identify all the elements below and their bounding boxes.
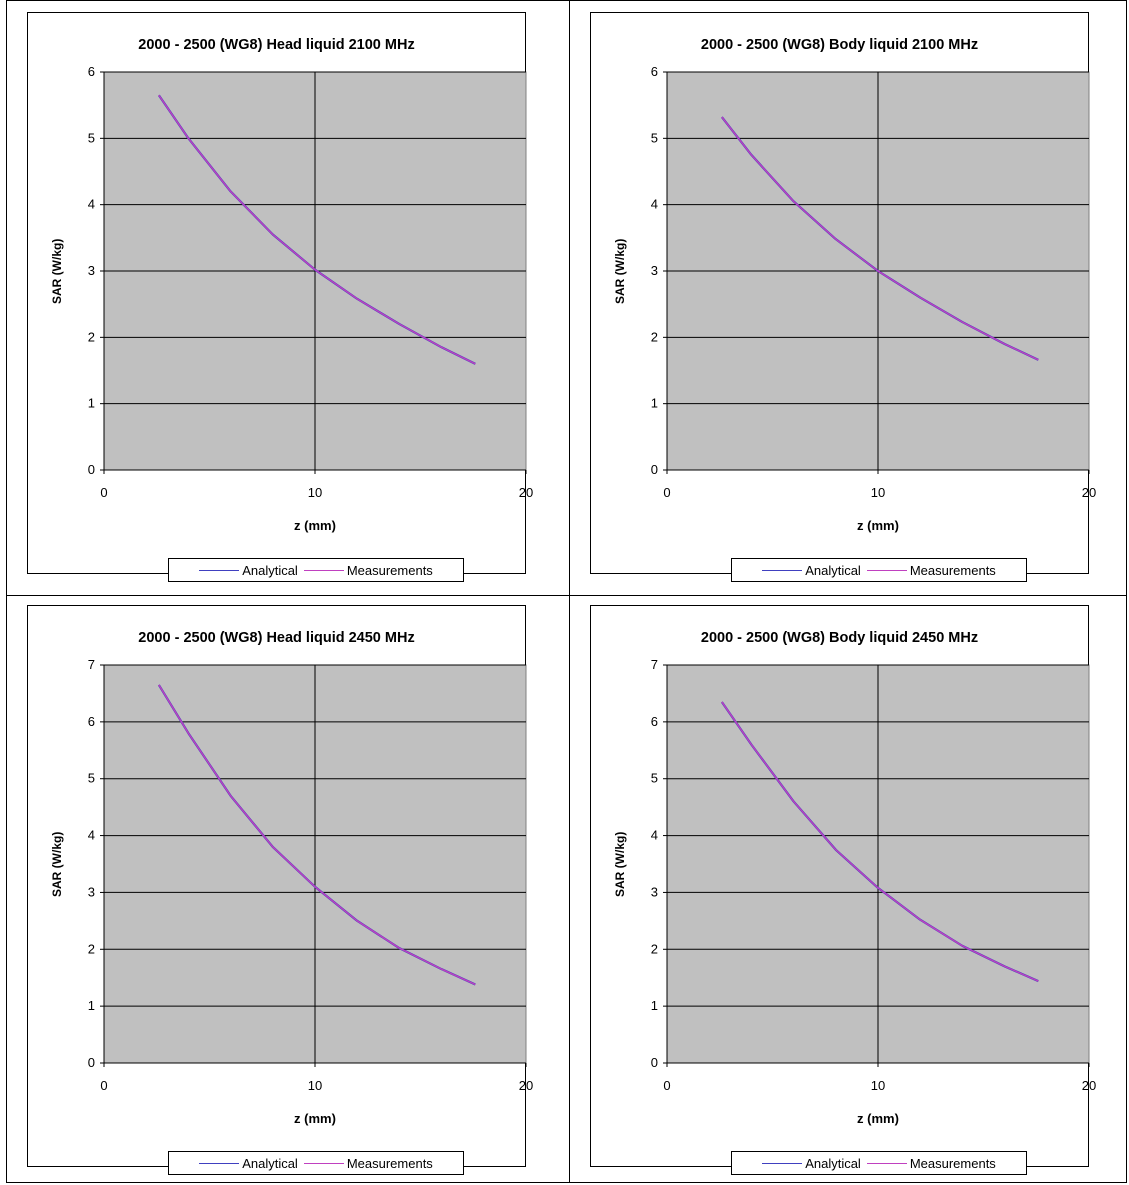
chart-title: 2000 - 2500 (WG8) Body liquid 2100 MHz [700, 37, 979, 53]
legend-swatch [303, 569, 344, 571]
y-tick-label: 0 [88, 1055, 95, 1070]
y-axis-label: SAR (W/kg) [613, 831, 627, 897]
y-tick-label: 0 [651, 462, 658, 477]
x-tick-label: 20 [1082, 485, 1096, 500]
legend-swatch [303, 1162, 344, 1164]
legend-swatch [762, 569, 803, 571]
legend-item: Measurements [303, 1155, 433, 1171]
x-tick-label: 0 [663, 1078, 670, 1093]
legend-swatch [199, 569, 240, 571]
legend-label: Analytical [805, 562, 861, 578]
chart-svg: 0 1 2 3 4 5 6 0 10 20 [651, 64, 1096, 500]
x-tick-label: 10 [308, 1078, 322, 1093]
y-axis-label: SAR (W/kg) [50, 238, 64, 304]
legend-label: Measurements [346, 562, 433, 578]
series-line-measurements [721, 116, 1039, 361]
x-axis-label: z (mm) [857, 1111, 899, 1126]
legend: Analytical Measurements [731, 558, 1027, 582]
y-tick-label: 7 [651, 657, 658, 672]
y-tick-label: 1 [88, 396, 95, 411]
x-tick-label: 10 [308, 485, 322, 500]
legend-item: Measurements [866, 1155, 996, 1171]
x-tick-label: 0 [663, 485, 670, 500]
y-tick-label: 4 [88, 828, 95, 843]
y-axis-label: SAR (W/kg) [50, 831, 64, 897]
legend-item: Analytical [199, 1156, 298, 1171]
legend-swatch [199, 1162, 240, 1164]
x-tick-label: 20 [1082, 1078, 1096, 1093]
legend-item: Analytical [762, 1156, 861, 1171]
y-tick-label: 5 [88, 130, 95, 145]
y-tick-label: 5 [88, 771, 95, 786]
chart-title: 2000 - 2500 (WG8) Head liquid 2450 MHz [138, 630, 415, 646]
y-axis-label: SAR (W/kg) [613, 238, 627, 304]
chart-svg: 0 1 2 3 4 5 6 0 10 20 [88, 64, 533, 500]
x-axis-label: z (mm) [857, 518, 899, 533]
legend: Analytical Measurements [168, 1151, 464, 1175]
legend: Analytical Measurements [168, 558, 464, 582]
x-tick-label: 20 [519, 1078, 533, 1093]
legend-label: Analytical [805, 1155, 861, 1171]
chart-panel-4: 2000 - 2500 (WG8) Body liquid 2450 MHz 0 1… [590, 605, 1096, 1175]
y-tick-label: 7 [88, 657, 95, 672]
x-axis-label: z (mm) [294, 518, 336, 533]
y-tick-label: 4 [88, 197, 95, 212]
y-tick-label: 3 [651, 263, 658, 278]
series-line-measurements [721, 701, 1039, 982]
chart-panel-2: 2000 - 2500 (WG8) Body liquid 2100 MHz 0 1… [590, 12, 1096, 582]
legend-label: Measurements [346, 1155, 433, 1171]
y-tick-label: 4 [651, 197, 658, 212]
legend-label: Measurements [909, 1155, 996, 1171]
legend-label: Analytical [242, 562, 298, 578]
y-tick-label: 2 [88, 329, 95, 344]
chart-svg: 0 1 2 3 4 5 6 7 0 10 20 [88, 657, 533, 1093]
legend-swatch [866, 1162, 907, 1164]
chart-panel-1: 2000 - 2500 (WG8) Head liquid 2100 MHz 0 1… [27, 12, 533, 582]
x-axis-label: z (mm) [294, 1111, 336, 1126]
chart-svg: 0 1 2 3 4 5 6 7 0 10 20 [651, 657, 1096, 1093]
y-tick-label: 0 [88, 462, 95, 477]
y-tick-label: 3 [88, 263, 95, 278]
y-tick-label: 6 [651, 64, 658, 79]
legend-item: Measurements [866, 562, 996, 578]
series-line-measurements [158, 94, 476, 365]
legend-item: Measurements [303, 562, 433, 578]
x-tick-label: 10 [871, 485, 885, 500]
y-tick-label: 1 [651, 396, 658, 411]
legend-item: Analytical [762, 563, 861, 578]
y-tick-label: 2 [651, 329, 658, 344]
y-tick-label: 3 [88, 884, 95, 899]
y-tick-label: 2 [88, 941, 95, 956]
legend: Analytical Measurements [731, 1151, 1027, 1175]
x-tick-label: 0 [100, 1078, 107, 1093]
y-tick-label: 5 [651, 130, 658, 145]
chart-title: 2000 - 2500 (WG8) Body liquid 2450 MHz [700, 630, 979, 646]
y-tick-label: 1 [651, 998, 658, 1013]
legend-swatch [866, 569, 907, 571]
chart-title: 2000 - 2500 (WG8) Head liquid 2100 MHz [138, 37, 415, 53]
y-tick-label: 4 [651, 828, 658, 843]
y-tick-label: 3 [651, 884, 658, 899]
y-tick-label: 6 [88, 714, 95, 729]
cell-divider-horizontal [6, 595, 1127, 596]
legend-label: Analytical [242, 1155, 298, 1171]
y-tick-label: 2 [651, 941, 658, 956]
y-tick-label: 5 [651, 771, 658, 786]
cell-divider-vertical [569, 0, 570, 1183]
legend-item: Analytical [199, 563, 298, 578]
x-tick-label: 0 [100, 485, 107, 500]
page-grid [6, 0, 1127, 1183]
legend-swatch [762, 1162, 803, 1164]
y-tick-label: 0 [651, 1055, 658, 1070]
y-tick-label: 1 [88, 998, 95, 1013]
series-line-measurements [158, 684, 476, 986]
y-tick-label: 6 [88, 64, 95, 79]
chart-panel-3: 2000 - 2500 (WG8) Head liquid 2450 MHz 0 1… [27, 605, 533, 1175]
legend-label: Measurements [909, 562, 996, 578]
y-tick-label: 6 [651, 714, 658, 729]
x-tick-label: 20 [519, 485, 533, 500]
x-tick-label: 10 [871, 1078, 885, 1093]
